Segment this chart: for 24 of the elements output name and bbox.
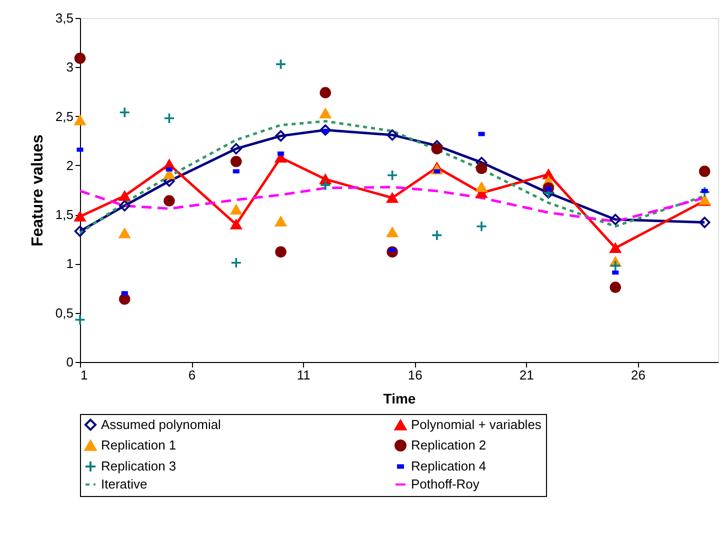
legend-label: Replication 3 xyxy=(101,458,176,474)
x-tick-label: 6 xyxy=(188,368,196,382)
x-tick-label: 26 xyxy=(630,368,646,382)
y-tick-label: 0,5 xyxy=(55,305,74,320)
legend-label: Iterative xyxy=(101,476,148,492)
x-tick-label: 1 xyxy=(80,368,88,382)
y-tick-label: 2,5 xyxy=(55,108,74,124)
y-tick-label: 0 xyxy=(66,354,74,370)
x-tick-label: 16 xyxy=(408,368,422,382)
y-tick-label: 1,5 xyxy=(55,207,74,222)
legend-label: Assumed polynomial xyxy=(101,416,222,432)
legend-label: Replication 4 xyxy=(411,458,486,474)
legend-label: Replication 1 xyxy=(101,438,176,452)
y-tick-label: 3 xyxy=(66,60,74,75)
y-tick-label: 1 xyxy=(66,256,74,272)
x-axis-title: Time xyxy=(383,390,416,406)
legend-label: Pothoff-Roy xyxy=(411,476,480,492)
legend-label: Polynomial + variables xyxy=(411,417,542,432)
x-tick-label: 11 xyxy=(296,368,310,382)
y-tick-label: 3,5 xyxy=(55,10,74,26)
x-tick-label: 21 xyxy=(519,368,534,382)
y-axis-title: Feature values xyxy=(29,134,46,247)
legend-label: Replication 2 xyxy=(411,438,486,452)
y-tick-label: 2 xyxy=(66,158,74,173)
